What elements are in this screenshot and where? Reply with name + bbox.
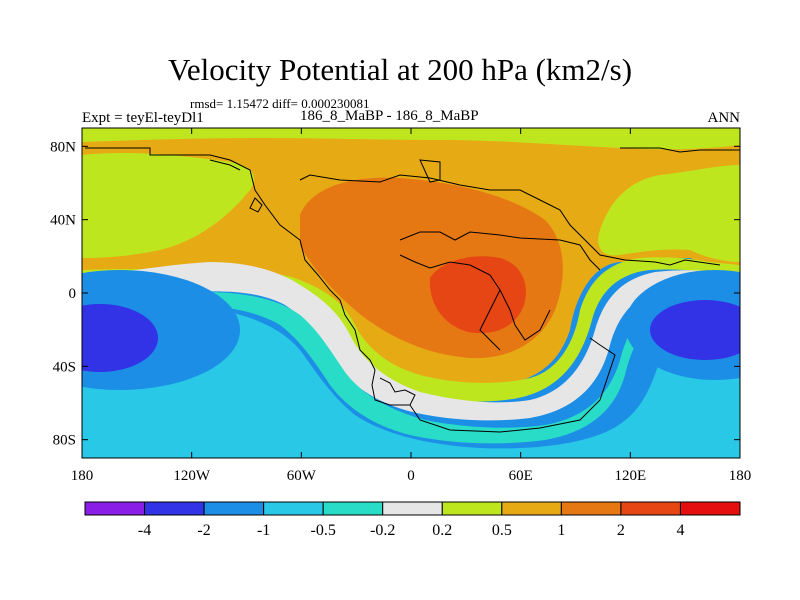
map-fill-layer [82,128,740,458]
colorbar-swatch [144,501,205,516]
colorbar-label: 0.2 [432,522,452,539]
case-label: 186_8_MaBP - 186_8_MaBP [300,108,479,124]
coastline-layer [85,147,740,433]
colorbar-label: 2 [617,522,625,539]
level-band-neg-0.5-to-neg-1-mid [82,305,740,458]
experiment-label: Expt = teyEl-teyDl1 [82,110,204,126]
level-band-neg-2-to-neg-4-east [650,300,740,360]
colorbar-swatch [620,501,681,516]
colorbar-label: -0.5 [311,522,336,539]
colorbar-swatch [560,501,622,516]
colorbar-swatch [501,501,562,516]
season-label: ANN [707,110,741,126]
level-band-0.2-to-0.5-pole [82,128,740,150]
colorbar-swatch [441,501,503,516]
colorbar-label: 4 [676,522,684,539]
colorbar-swatch [203,501,265,516]
y-tick-label: 0 [69,286,77,302]
colorbar-swatch [263,501,324,516]
colorbar-label: -1 [257,522,270,539]
x-tick-label: 60E [509,468,533,484]
x-tick-label: 180 [71,468,94,484]
colorbar-swatch [382,501,443,516]
y-axis: 80N 40N 0 40S 80S [50,139,740,449]
colorbar-label: -2 [197,522,210,539]
y-tick-label: 80S [53,433,76,449]
colorbar-swatch [322,501,384,516]
colorbar-label: -0.2 [370,522,395,539]
colorbar-label: -4 [138,522,151,539]
x-axis: 180 120W 60W 0 60E 120E 180 [71,128,752,484]
y-tick-label: 80N [50,139,76,155]
x-tick-label: 0 [407,468,415,484]
level-band-neg-0.2-to-0.2 [82,262,740,421]
y-tick-label: 40S [53,359,76,375]
colorbar-swatch [84,501,146,516]
x-tick-label: 60W [287,468,317,484]
level-band-2-to-4 [429,256,526,334]
colorbar-label: 0.5 [492,522,512,539]
colorbar-swatch [679,501,741,516]
y-tick-label: 40N [50,213,76,229]
colorbar: -4 -2 -1 -0.5 -0.2 0.2 0.5 1 2 4 [84,501,741,539]
level-band-neg-2-to-neg-4-west [82,304,158,372]
chart-title: Velocity Potential at 200 hPa (km2/s) [167,52,633,87]
colorbar-label: 1 [557,522,565,539]
stats-label: rmsd= 1.15472 diff= 0.000230081 [190,96,370,111]
level-band-0.2-to-0.5-east [598,165,740,262]
x-tick-label: 120W [173,468,211,484]
level-band-0.2-to-0.5 [82,152,254,258]
x-tick-label: 180 [729,468,752,484]
x-tick-label: 120E [614,468,646,484]
